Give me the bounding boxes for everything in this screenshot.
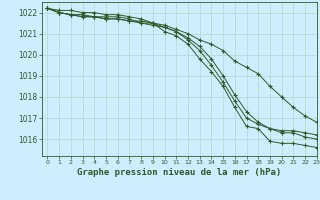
X-axis label: Graphe pression niveau de la mer (hPa): Graphe pression niveau de la mer (hPa) <box>77 168 281 177</box>
